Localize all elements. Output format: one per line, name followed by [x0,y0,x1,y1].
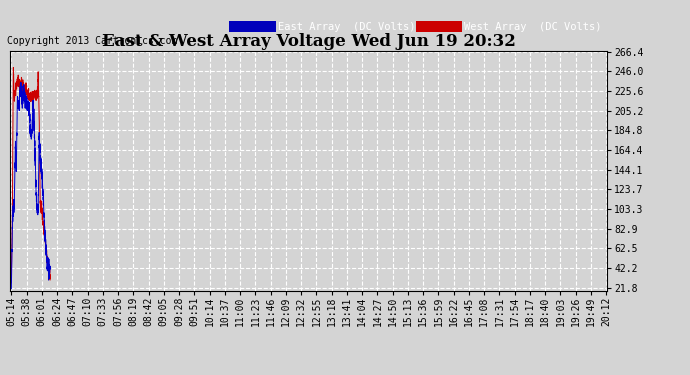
Legend: East Array  (DC Volts), West Array  (DC Volts): East Array (DC Volts), West Array (DC Vo… [229,21,602,32]
Title: East & West Array Voltage Wed Jun 19 20:32: East & West Array Voltage Wed Jun 19 20:… [102,33,515,51]
Text: Copyright 2013 Cartronics.com: Copyright 2013 Cartronics.com [8,36,178,46]
